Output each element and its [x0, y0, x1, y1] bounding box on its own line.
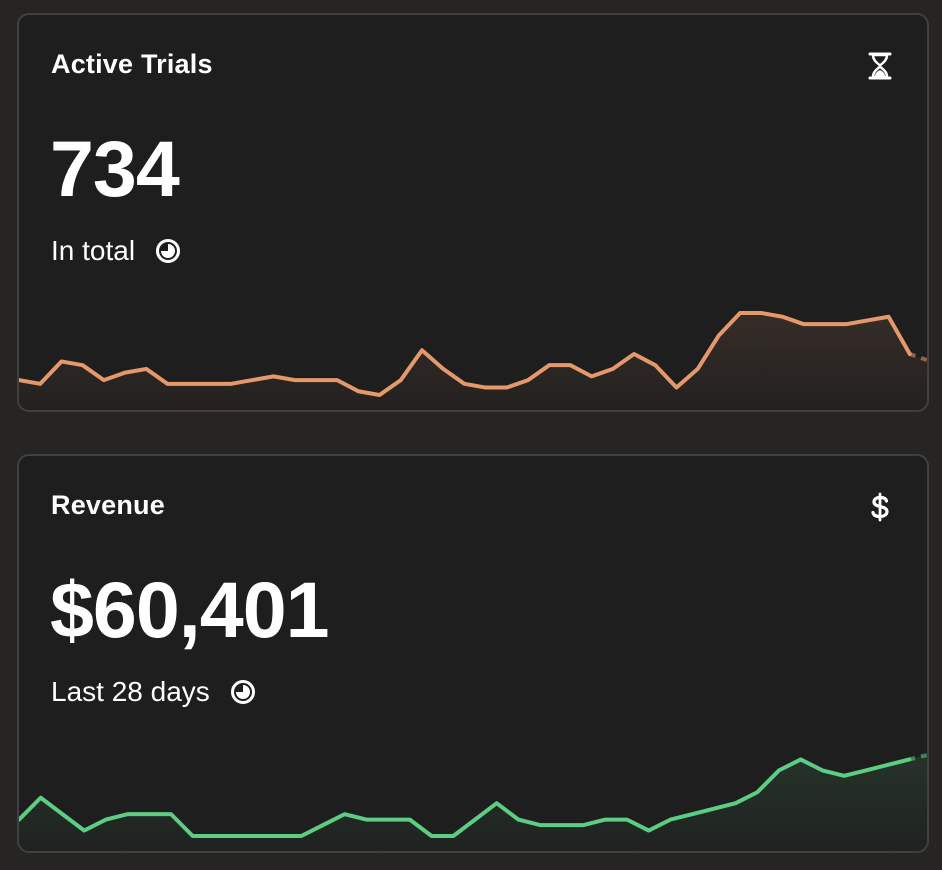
subtitle-row: Last 28 days	[51, 676, 256, 708]
dollar-icon	[867, 492, 893, 522]
subtitle-label: In total	[51, 235, 135, 267]
sparkline-area	[19, 754, 929, 853]
clock-icon[interactable]	[230, 679, 256, 705]
hourglass-icon	[867, 51, 893, 81]
sparkline-area	[19, 313, 929, 412]
card-title: Revenue	[51, 490, 165, 521]
card-title: Active Trials	[51, 49, 213, 80]
active-trials-card: Active Trials 734 In total	[17, 13, 929, 412]
subtitle-label: Last 28 days	[51, 676, 210, 708]
active-trials-value: 734	[50, 129, 179, 208]
clock-icon[interactable]	[155, 238, 181, 264]
revenue-sparkline	[19, 736, 929, 853]
revenue-card: Revenue $60,401 Last 28 days	[17, 454, 929, 853]
active-trials-sparkline	[19, 295, 929, 412]
subtitle-row: In total	[51, 235, 181, 267]
revenue-value: $60,401	[50, 570, 329, 649]
